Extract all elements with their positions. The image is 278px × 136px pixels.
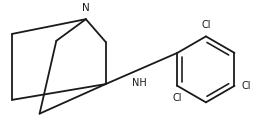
Text: Cl: Cl xyxy=(241,81,251,91)
Text: Cl: Cl xyxy=(201,19,211,30)
Text: N: N xyxy=(82,3,90,13)
Text: NH: NH xyxy=(132,78,147,88)
Text: Cl: Cl xyxy=(173,93,182,103)
